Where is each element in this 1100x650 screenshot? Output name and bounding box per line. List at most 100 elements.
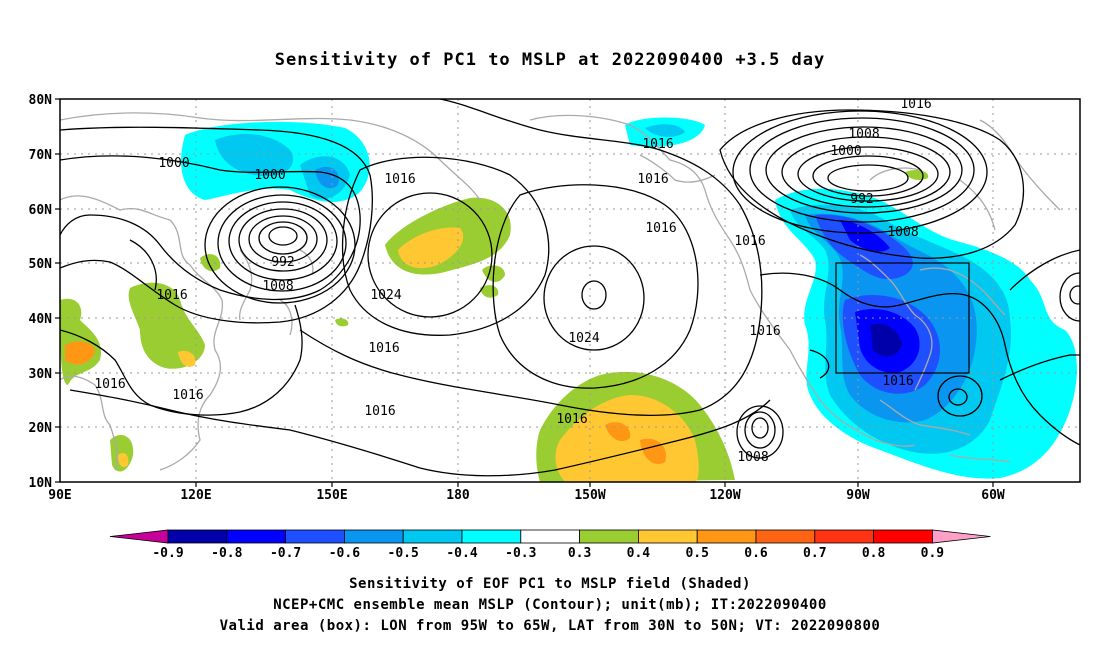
contour-label: 1016 bbox=[156, 288, 187, 303]
lat-label: 80N bbox=[29, 93, 53, 108]
colorbar-segment bbox=[520, 529, 580, 544]
contour-label: 992 bbox=[271, 255, 294, 270]
contour-label: 1016 bbox=[172, 388, 203, 403]
contour-label: 1016 bbox=[368, 341, 399, 356]
mslp-contours bbox=[60, 99, 1080, 477]
contour-label: 1016 bbox=[637, 172, 668, 187]
map-title: Sensitivity of PC1 to MSLP at 2022090400… bbox=[274, 50, 826, 70]
captions: Sensitivity of EOF PC1 to MSLP field (Sh… bbox=[0, 574, 1100, 637]
colorbar-segment bbox=[638, 529, 698, 544]
longitude-labels: 90E 120E 150E 180 150W 120W 90W 60W bbox=[48, 488, 1005, 503]
contour-label: 1000 bbox=[254, 168, 285, 183]
colorbar-label: 0.4 bbox=[627, 546, 651, 561]
lat-label: 70N bbox=[29, 148, 53, 163]
contour-label: 1016 bbox=[384, 172, 415, 187]
contour-label: 1016 bbox=[900, 97, 931, 112]
shade-region bbox=[178, 350, 196, 367]
shade-region bbox=[335, 318, 349, 327]
graticule bbox=[60, 99, 1080, 482]
colorbar-label: 0.6 bbox=[744, 546, 768, 561]
contour-label: 1016 bbox=[642, 137, 673, 152]
contour-label: 1008 bbox=[262, 279, 293, 294]
lon-label: 90W bbox=[846, 488, 870, 503]
colorbar-high-triangle bbox=[932, 529, 991, 544]
sensitivity-shading bbox=[60, 117, 1077, 482]
shade-region bbox=[605, 422, 631, 442]
contour-label: 1016 bbox=[645, 221, 676, 236]
contour-label: 1008 bbox=[887, 225, 918, 240]
colorbar-label: 0.3 bbox=[568, 546, 591, 561]
shade-region bbox=[398, 227, 464, 269]
lon-label: 120W bbox=[709, 488, 740, 503]
contour-label: 992 bbox=[850, 192, 873, 207]
shade-region bbox=[65, 341, 95, 365]
colorbar-segment bbox=[402, 529, 463, 544]
lon-label: 150W bbox=[574, 488, 605, 503]
caption-line: Valid area (box): LON from 95W to 65W, L… bbox=[219, 618, 881, 634]
lon-label: 90E bbox=[48, 488, 71, 503]
colorbar-segment bbox=[226, 529, 287, 544]
caption-line: Sensitivity of EOF PC1 to MSLP field (Sh… bbox=[349, 576, 751, 592]
contour-label: 1000 bbox=[158, 156, 189, 171]
contour-label: 1016 bbox=[364, 404, 395, 419]
shade-region bbox=[215, 133, 294, 177]
lat-label: 10N bbox=[29, 476, 53, 491]
colorbar-segment bbox=[461, 529, 522, 544]
shade-region bbox=[200, 254, 221, 272]
colorbar-label: 0.5 bbox=[685, 546, 708, 561]
plot-area: 1016 1008 1000 992 1008 1016 1016 1000 1… bbox=[60, 97, 1080, 482]
colorbar-segment bbox=[696, 529, 757, 544]
lat-label: 40N bbox=[29, 312, 53, 327]
lon-label: 60W bbox=[981, 488, 1005, 503]
colorbar-label: -0.4 bbox=[446, 546, 477, 561]
colorbar-label: 0.7 bbox=[803, 546, 826, 561]
contour-label: 1024 bbox=[370, 288, 401, 303]
lon-label: 180 bbox=[446, 488, 470, 503]
colorbar-segment bbox=[579, 529, 639, 544]
colorbar-segment bbox=[167, 529, 228, 544]
colorbar: -0.9 -0.8 -0.7 -0.6 -0.5 -0.4 -0.3 0.3 0.4 0.5 0.6… bbox=[109, 529, 991, 561]
plot-frame bbox=[59, 98, 1081, 483]
caption-line: NCEP+CMC ensemble mean MSLP (Contour); u… bbox=[273, 597, 827, 613]
colorbar-label: -0.3 bbox=[505, 546, 536, 561]
lat-label: 50N bbox=[29, 257, 53, 272]
contour-label: 1008 bbox=[737, 450, 768, 465]
colorbar-segment bbox=[343, 529, 404, 544]
colorbar-label: -0.9 bbox=[152, 546, 183, 561]
contour-label: 1024 bbox=[568, 331, 599, 346]
contour-label: 1016 bbox=[94, 377, 125, 392]
colorbar-segment bbox=[755, 529, 816, 544]
lat-label: 20N bbox=[29, 421, 53, 436]
contour-label: 1016 bbox=[556, 412, 587, 427]
lat-label: 30N bbox=[29, 367, 53, 382]
contour-label: 1008 bbox=[848, 127, 879, 142]
shade-region bbox=[840, 220, 890, 252]
colorbar-label: 0.9 bbox=[921, 546, 944, 561]
contour-label: 1000 bbox=[830, 144, 861, 159]
colorbar-segment bbox=[285, 529, 345, 544]
tick-marks bbox=[55, 98, 994, 487]
colorbar-label: -0.8 bbox=[211, 546, 242, 561]
contour-label: 1016 bbox=[749, 324, 780, 339]
contour-label: 1016 bbox=[734, 234, 765, 249]
contour-label: 1016 bbox=[882, 374, 913, 389]
shade-region bbox=[870, 323, 902, 357]
coastlines bbox=[60, 112, 1061, 471]
colorbar-label: -0.5 bbox=[388, 546, 419, 561]
shade-region bbox=[118, 453, 129, 467]
lon-label: 120E bbox=[180, 488, 211, 503]
colorbar-segment bbox=[873, 529, 933, 544]
contour-labels: 1016 1008 1000 992 1008 1016 1016 1000 1… bbox=[94, 97, 931, 465]
lon-label: 150E bbox=[316, 488, 347, 503]
colorbar-segment bbox=[814, 529, 874, 544]
shade-region bbox=[645, 124, 685, 137]
lat-label: 60N bbox=[29, 203, 53, 218]
colorbar-low-triangle bbox=[109, 529, 169, 544]
latitude-labels: 80N 70N 60N 50N 40N 30N 20N 10N bbox=[29, 93, 53, 491]
colorbar-label: -0.7 bbox=[270, 546, 301, 561]
shade-region bbox=[128, 282, 205, 369]
valid-area-box bbox=[835, 262, 970, 374]
colorbar-label: -0.6 bbox=[329, 546, 360, 561]
colorbar-label: 0.8 bbox=[862, 546, 886, 561]
